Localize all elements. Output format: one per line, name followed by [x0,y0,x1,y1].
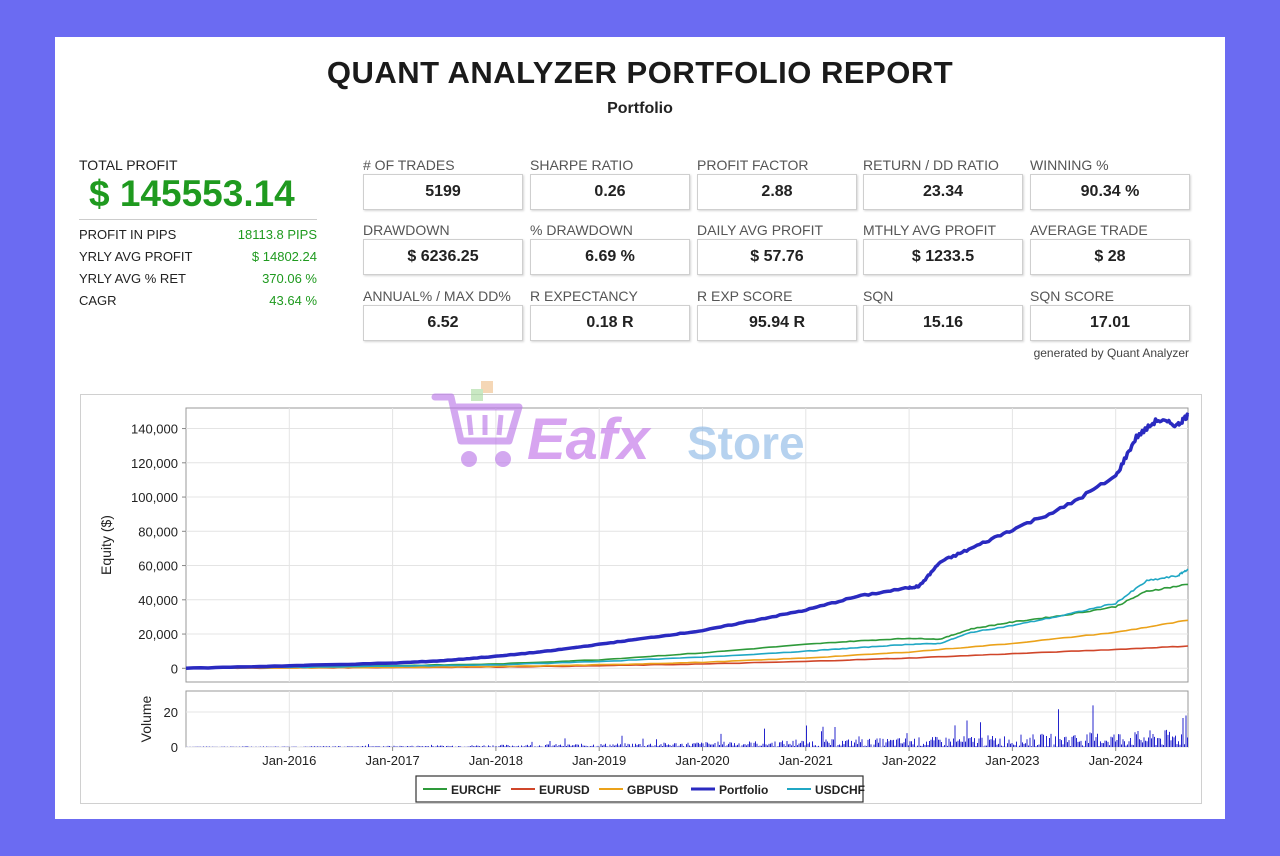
y-tick-label: 100,000 [131,490,178,505]
y-tick-label: 0 [171,661,178,676]
metric-value: $ 6236.25 [363,239,523,275]
metric-label: AVERAGE TRADE [1030,222,1148,238]
x-tick-label: Jan-2017 [365,753,419,768]
equity-plot-area [185,407,1189,683]
metric-value: 0.18 R [530,305,690,341]
y-axis-label: Equity ($) [98,515,114,575]
metric-value: 0.26 [530,174,690,210]
metric-value: $ 57.76 [697,239,857,275]
volume-tick-label: 20 [164,705,178,720]
metric-label: PROFIT FACTOR [697,157,809,173]
x-tick-label: Jan-2022 [882,753,936,768]
legend-label: GBPUSD [627,783,679,797]
metric-value: 15.16 [863,305,1023,341]
metric-label: MTHLY AVG PROFIT [863,222,997,238]
y-tick-label: 20,000 [138,627,178,642]
metric-label: WINNING % [1030,157,1109,173]
generated-by-note: generated by Quant Analyzer [1033,346,1189,360]
metric-label: DAILY AVG PROFIT [697,222,824,238]
series-layer [185,412,1190,671]
summary-row: YRLY AVG PROFIT $ 14802.24 [79,249,317,264]
metric-label: R EXP SCORE [697,288,793,304]
metric-value: 2.88 [697,174,857,210]
legend-label: EURUSD [539,783,590,797]
watermark-logo: Eafx Store [431,381,805,472]
metric-label: SQN [863,288,894,304]
metric-value: 23.34 [863,174,1023,210]
metric-label: DRAWDOWN [363,222,450,238]
summary-value: $ 14802.24 [251,249,317,264]
metric-value: 6.52 [363,305,523,341]
summary-label: YRLY AVG PROFIT [79,249,193,264]
x-tick-label: Jan-2019 [572,753,626,768]
metric-label: % DRAWDOWN [530,222,633,238]
legend-label: EURCHF [451,783,501,797]
total-profit-value: $ 145553.14 [89,173,295,214]
summary-value: 43.64 % [269,293,317,308]
metric-label: SQN SCORE [1030,288,1115,304]
report-title: QUANT ANALYZER PORTFOLIO REPORT [326,55,954,90]
legend-label: Portfolio [719,783,768,797]
metric-value: 95.94 R [697,305,857,341]
grid-layer [186,408,1188,748]
x-tick-label: Jan-2016 [262,753,316,768]
equity-chart-svg: 0 20,000 40,000 60,000 80,000 100,000 120,000 1… [98,407,1190,803]
report-subtitle: Portfolio [607,100,673,117]
summary-row: PROFIT IN PIPS 18113.8 PIPS [79,227,317,242]
summary-label: CAGR [79,293,117,308]
series-line-portfolio [185,412,1190,671]
x-tick-label: Jan-2020 [675,753,729,768]
summary-row: CAGR 43.64 % [79,293,317,308]
y-tick-label: 60,000 [138,559,178,574]
series-line-usdchf [185,568,1189,670]
volume-plot-area [185,690,1189,748]
x-tick-label: Jan-2024 [1089,753,1143,768]
volume-axis-label: Volume [138,695,154,742]
metric-label: # OF TRADES [363,157,455,173]
legend-label: USDCHF [815,783,865,797]
summary-row: YRLY AVG % RET 370.06 % [79,271,317,286]
metric-value: 17.01 [1030,305,1190,341]
summary-label: PROFIT IN PIPS [79,227,177,242]
series-line-gbpusd [185,619,1189,670]
legend: EURCHF EURUSD GBPUSD Portfolio USDCHF [415,775,865,803]
report-card: QUANT ANALYZER PORTFOLIO REPORT Portfoli… [55,37,1225,819]
summary-label: YRLY AVG % RET [79,271,186,286]
axis-layer: 0 20,000 40,000 60,000 80,000 100,000 120,000 1… [131,422,1143,768]
divider [79,219,317,220]
x-tick-label: Jan-2021 [779,753,833,768]
y-tick-label: 80,000 [138,524,178,539]
y-tick-label: 120,000 [131,456,178,471]
watermark-text-1: Eafx [527,407,652,472]
y-tick-label: 40,000 [138,593,178,608]
metric-value: 6.69 % [530,239,690,275]
summary-value: 18113.8 PIPS [237,227,317,242]
metric-label: SHARPE RATIO [530,157,634,173]
watermark-text-2: Store [687,417,805,469]
x-tick-label: Jan-2018 [469,753,523,768]
total-profit-label: TOTAL PROFIT [79,157,178,173]
metric-value: 5199 [363,174,523,210]
metric-value: 90.34 % [1030,174,1190,210]
metric-label: ANNUAL% / MAX DD% [363,288,511,304]
volume-layer [186,705,1188,747]
metric-value: $ 1233.5 [863,239,1023,275]
equity-chart: 0 20,000 40,000 60,000 80,000 100,000 120,000 1… [80,394,1202,804]
metric-label: R EXPECTANCY [530,288,638,304]
volume-tick-label: 0 [171,740,178,755]
summary-value: 370.06 % [262,271,317,286]
cart-icon [431,381,523,467]
metric-value: $ 28 [1030,239,1190,275]
y-tick-label: 140,000 [131,422,178,437]
metric-label: RETURN / DD RATIO [863,157,999,173]
x-tick-label: Jan-2023 [985,753,1039,768]
